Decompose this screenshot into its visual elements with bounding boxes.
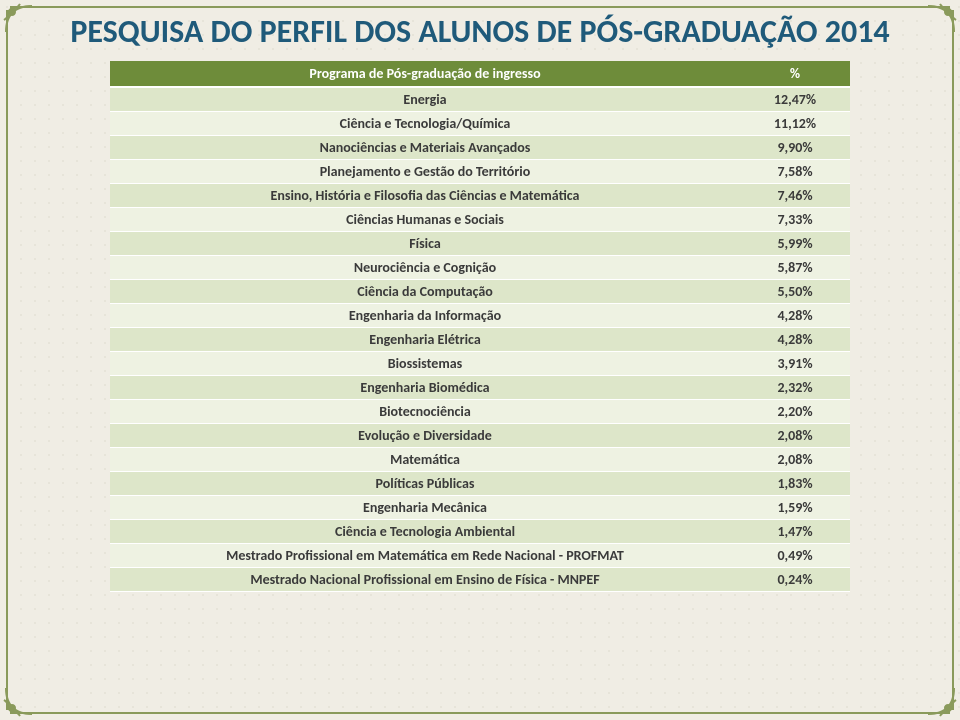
table-cell-program: Neurociência e Cognição (110, 256, 740, 280)
table-cell-percent: 1,59% (740, 496, 850, 520)
table-cell-percent: 5,50% (740, 280, 850, 304)
table-header-percent: % (740, 61, 850, 87)
table-cell-program: Ciência e Tecnologia/Química (110, 112, 740, 136)
table-cell-program: Ensino, História e Filosofia das Ciência… (110, 184, 740, 208)
table-cell-percent: 4,28% (740, 304, 850, 328)
table-row: Ciência e Tecnologia/Química11,12% (110, 112, 850, 136)
table-cell-program: Engenharia da Informação (110, 304, 740, 328)
table-row: Ciência da Computação5,50% (110, 280, 850, 304)
table-row: Ensino, História e Filosofia das Ciência… (110, 184, 850, 208)
table-row: Engenharia Mecânica1,59% (110, 496, 850, 520)
table-row: Biotecnociência2,20% (110, 400, 850, 424)
corner-ornament-bottom-left (2, 684, 36, 718)
table-row: Políticas Públicas1,83% (110, 472, 850, 496)
table-cell-program: Mestrado Profissional em Matemática em R… (110, 544, 740, 568)
table-row: Nanociências e Materiais Avançados9,90% (110, 136, 850, 160)
table-cell-percent: 7,46% (740, 184, 850, 208)
table-cell-percent: 0,49% (740, 544, 850, 568)
table-row: Biossistemas3,91% (110, 352, 850, 376)
table-cell-percent: 12,47% (740, 87, 850, 112)
table-cell-percent: 4,28% (740, 328, 850, 352)
table-row: Matemática2,08% (110, 448, 850, 472)
table-cell-percent: 9,90% (740, 136, 850, 160)
table-row: Engenharia Biomédica2,32% (110, 376, 850, 400)
table-cell-program: Ciência da Computação (110, 280, 740, 304)
table-cell-percent: 1,47% (740, 520, 850, 544)
table-row: Neurociência e Cognição5,87% (110, 256, 850, 280)
table-cell-program: Mestrado Nacional Profissional em Ensino… (110, 568, 740, 592)
table-row: Física5,99% (110, 232, 850, 256)
table-cell-program: Evolução e Diversidade (110, 424, 740, 448)
table-row: Engenharia da Informação4,28% (110, 304, 850, 328)
program-table: Programa de Pós-graduação de ingresso % … (110, 61, 850, 592)
page-title: PESQUISA DO PERFIL DOS ALUNOS DE PÓS-GRA… (24, 14, 936, 51)
table-cell-percent: 1,83% (740, 472, 850, 496)
table-cell-program: Políticas Públicas (110, 472, 740, 496)
table-cell-percent: 7,33% (740, 208, 850, 232)
table-cell-percent: 0,24% (740, 568, 850, 592)
table-cell-percent: 2,08% (740, 424, 850, 448)
table-cell-percent: 2,08% (740, 448, 850, 472)
table-cell-program: Nanociências e Materiais Avançados (110, 136, 740, 160)
table-cell-program: Ciências Humanas e Sociais (110, 208, 740, 232)
table-row: Ciência e Tecnologia Ambiental1,47% (110, 520, 850, 544)
table-cell-program: Energia (110, 87, 740, 112)
table-cell-program: Ciência e Tecnologia Ambiental (110, 520, 740, 544)
table-row: Evolução e Diversidade2,08% (110, 424, 850, 448)
table-cell-percent: 5,99% (740, 232, 850, 256)
table-cell-percent: 7,58% (740, 160, 850, 184)
table-cell-program: Biotecnociência (110, 400, 740, 424)
table-cell-percent: 2,20% (740, 400, 850, 424)
table-cell-program: Engenharia Mecânica (110, 496, 740, 520)
table-row: Mestrado Profissional em Matemática em R… (110, 544, 850, 568)
table-cell-program: Engenharia Elétrica (110, 328, 740, 352)
corner-ornament-bottom-right (924, 684, 958, 718)
table-cell-program: Matemática (110, 448, 740, 472)
table-cell-program: Planejamento e Gestão do Território (110, 160, 740, 184)
table-cell-percent: 2,32% (740, 376, 850, 400)
table-cell-percent: 5,87% (740, 256, 850, 280)
table-cell-percent: 11,12% (740, 112, 850, 136)
table-row: Mestrado Nacional Profissional em Ensino… (110, 568, 850, 592)
table-cell-program: Engenharia Biomédica (110, 376, 740, 400)
table-cell-program: Física (110, 232, 740, 256)
table-row: Engenharia Elétrica4,28% (110, 328, 850, 352)
table-header-program: Programa de Pós-graduação de ingresso (110, 61, 740, 87)
table-cell-percent: 3,91% (740, 352, 850, 376)
table-row: Ciências Humanas e Sociais7,33% (110, 208, 850, 232)
table-cell-program: Biossistemas (110, 352, 740, 376)
border-bottom (10, 712, 950, 714)
table-row: Energia12,47% (110, 87, 850, 112)
table-row: Planejamento e Gestão do Território7,58% (110, 160, 850, 184)
